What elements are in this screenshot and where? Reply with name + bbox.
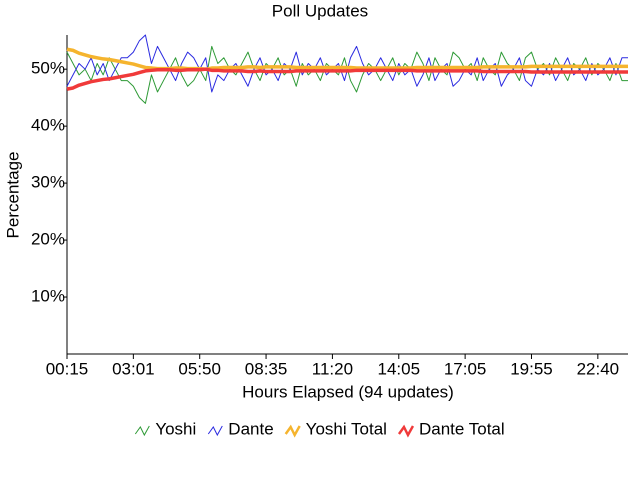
x-tick-label: 03:01 (112, 359, 155, 378)
legend-label: Dante Total (419, 419, 505, 438)
legend-icon (207, 425, 223, 437)
series-line (66, 67, 628, 91)
legend-label: Yoshi (155, 419, 196, 438)
x-tick-label: 00:15 (46, 359, 89, 378)
x-tick-label: 08:35 (245, 359, 288, 378)
x-tick-label: 14:05 (378, 359, 421, 378)
y-tick-label: 30% (31, 173, 65, 192)
y-tick-label: 50% (31, 59, 65, 78)
x-tick-label: 22:40 (577, 359, 620, 378)
legend-icon (134, 425, 150, 437)
legend-icon (397, 424, 415, 438)
y-tick-label: 10% (31, 287, 65, 306)
y-tick-label: 20% (31, 230, 65, 249)
legend-icon (284, 424, 301, 438)
y-axis-label: Percentage (3, 152, 22, 239)
x-tick-label: 19:55 (510, 359, 553, 378)
x-tick-label: 11:20 (312, 359, 353, 378)
chart-title: Poll Updates (272, 1, 368, 20)
legend-label: Dante (228, 419, 273, 438)
legend-label: Yoshi Total (306, 419, 387, 438)
x-tick-label: 17:05 (444, 359, 487, 378)
x-axis-label: Hours Elapsed (94 updates) (242, 382, 454, 401)
y-tick-label: 40% (31, 116, 65, 135)
x-tick-label: 05:50 (178, 359, 221, 378)
